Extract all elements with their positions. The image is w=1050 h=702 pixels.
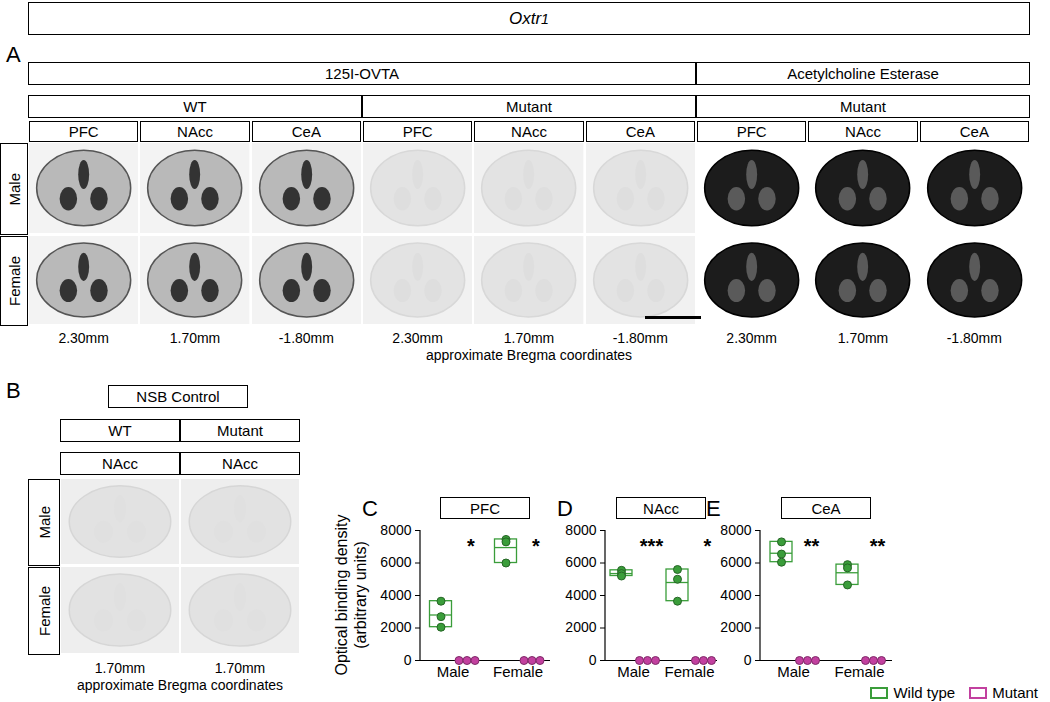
svg-text:**: ** xyxy=(804,535,820,557)
html-text:Acetylcholine Esterase: Acetylcholine Esterase xyxy=(787,65,939,82)
svg-text:6000: 6000 xyxy=(720,554,751,570)
html-text:Female: Female xyxy=(5,256,23,306)
svg-text:6000: 6000 xyxy=(565,554,596,570)
svg-text:2000: 2000 xyxy=(720,619,751,635)
svg-text:4000: 4000 xyxy=(720,587,751,603)
svg-text:Female: Female xyxy=(664,663,714,680)
html-text:Mutant: Mutant xyxy=(506,98,552,115)
html-text:WT: WT xyxy=(183,98,207,115)
svg-text:2000: 2000 xyxy=(380,619,411,635)
svg-text:Female: Female xyxy=(493,663,543,680)
svg-text:8000: 8000 xyxy=(380,522,411,538)
svg-text:Male: Male xyxy=(437,663,470,680)
svg-text:**: ** xyxy=(870,535,886,557)
html-text:2.30mm: 2.30mm xyxy=(726,330,777,346)
html-text:WT: WT xyxy=(108,422,132,439)
html-text:A: A xyxy=(6,42,21,67)
html-text:CeA: CeA xyxy=(625,123,655,140)
svg-text:8000: 8000 xyxy=(720,522,751,538)
svg-text:2000: 2000 xyxy=(565,619,596,635)
svg-text:***: *** xyxy=(640,535,664,557)
html-text:2.30mm: 2.30mm xyxy=(58,330,109,346)
html-text:NAcc: NAcc xyxy=(102,455,138,472)
svg-text:Female: Female xyxy=(834,663,884,680)
html-text:Male: Male xyxy=(5,172,23,206)
svg-text:6000: 6000 xyxy=(380,554,411,570)
html-text:NSB Control: NSB Control xyxy=(136,388,220,405)
html-text:1.70mm: 1.70mm xyxy=(214,660,266,676)
html-text:NAcc: NAcc xyxy=(845,123,881,140)
html-text:-1.80mm: -1.80mm xyxy=(278,330,334,346)
html-text:PFC: PFC xyxy=(68,123,99,140)
svg-text:*: * xyxy=(532,535,540,557)
svg-text:*: * xyxy=(704,535,712,557)
html-text:Male: Male xyxy=(35,506,53,539)
svg-text:Male: Male xyxy=(617,663,650,680)
html-text:PFC: PFC xyxy=(736,123,767,140)
html-text:-1.80mm: -1.80mm xyxy=(946,330,1002,346)
svg-text:0: 0 xyxy=(589,652,597,668)
html-text:-1.80mm: -1.80mm xyxy=(612,330,668,346)
html-text:125I-OVTA: 125I-OVTA xyxy=(325,65,399,82)
html-text:B: B xyxy=(6,378,21,403)
html-text:approximate Bregma coordinates: approximate Bregma coordinates xyxy=(76,677,284,693)
svg-text:8000: 8000 xyxy=(565,522,596,538)
html-text:approximate Bregma coordinates: approximate Bregma coordinates xyxy=(425,347,633,363)
html-text:C: C xyxy=(362,496,378,521)
svg-text:0: 0 xyxy=(404,652,412,668)
html-text:1.70mm: 1.70mm xyxy=(94,660,146,676)
html-text:PFC: PFC xyxy=(470,499,500,517)
html-text:1.70mm: 1.70mm xyxy=(503,330,555,346)
html-text:Oxtr 1: Oxtr 1 xyxy=(509,8,549,28)
html-text:CeA: CeA xyxy=(959,123,989,140)
html-text:PFC: PFC xyxy=(402,123,433,140)
html-text:1.70mm: 1.70mm xyxy=(169,330,221,346)
html-text:Mutant: Mutant xyxy=(217,422,263,439)
svg-text:4000: 4000 xyxy=(380,587,411,603)
svg-text:4000: 4000 xyxy=(565,587,596,603)
html-text:Female: Female xyxy=(35,586,53,636)
html-text:NAcc: NAcc xyxy=(222,455,258,472)
html-text:NAcc: NAcc xyxy=(511,123,547,140)
html-text:CeA: CeA xyxy=(291,123,321,140)
html-text:1.70mm: 1.70mm xyxy=(837,330,889,346)
html-text:NAcc: NAcc xyxy=(643,499,679,517)
html-text:Wild type: Wild type xyxy=(893,684,956,701)
html-text:Mutant: Mutant xyxy=(840,98,886,115)
html-text:E: E xyxy=(706,496,721,521)
html-text:Optical binding density (arbit: Optical binding density (arbitrary units… xyxy=(333,514,369,676)
svg-text:*: * xyxy=(467,535,475,557)
html-text:NAcc: NAcc xyxy=(177,123,213,140)
html-text:Mutant: Mutant xyxy=(992,684,1038,701)
html-text:CeA: CeA xyxy=(811,499,841,517)
svg-text:Male: Male xyxy=(777,663,810,680)
html-text:D: D xyxy=(557,496,573,521)
html-text:2.30mm: 2.30mm xyxy=(392,330,443,346)
svg-text:0: 0 xyxy=(744,652,752,668)
